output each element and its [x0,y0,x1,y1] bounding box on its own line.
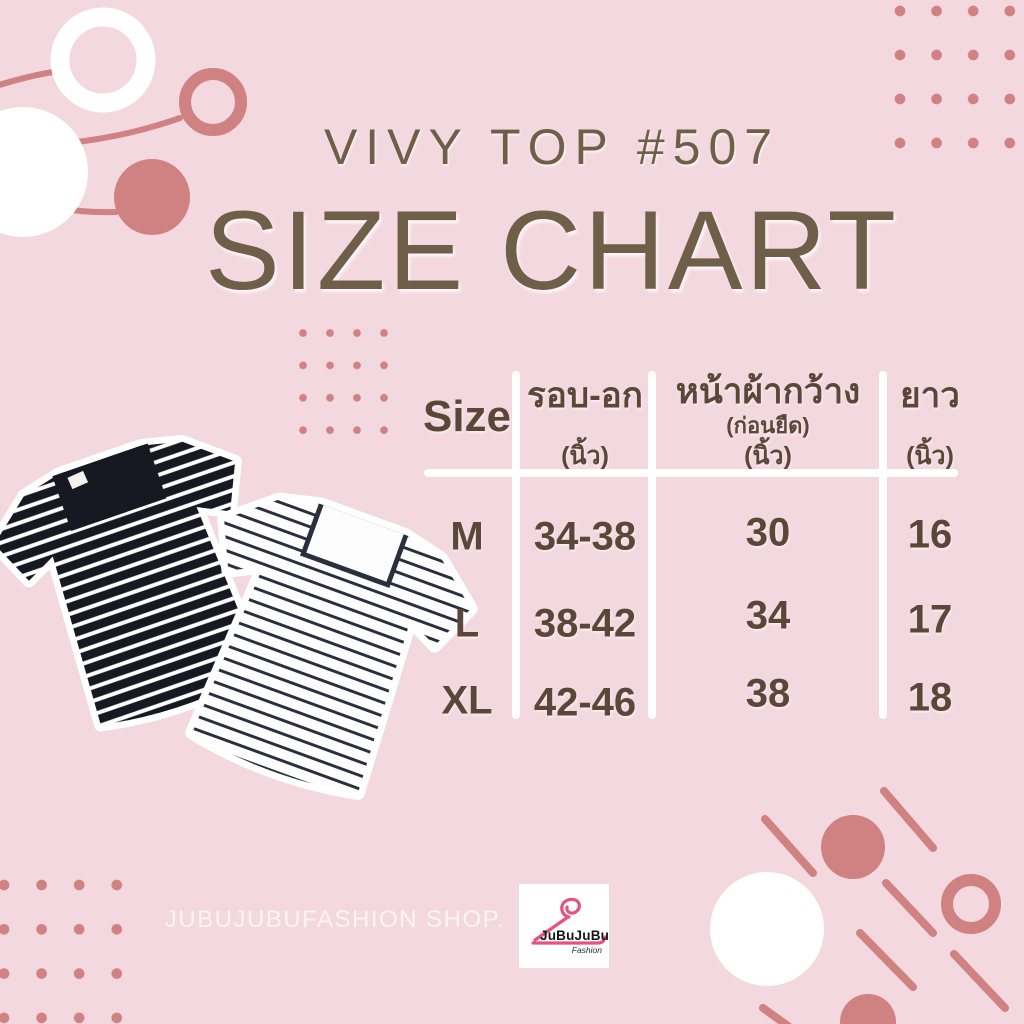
product-photo-shirts [0,418,487,816]
decor-ring-rose [179,68,247,136]
decor-ring-white [50,7,156,113]
row-size-label: XL [441,678,493,723]
column-header-length: ยาว [900,376,960,415]
column-unit-inches: (นิ้ว) [561,442,609,470]
decor-dots-grid-top-right [893,4,1024,158]
decor-circle-rose-filled [821,815,885,879]
decor-dots-grid-bottom-left [0,878,128,1024]
logo-brand-text: JuBuJuBu [540,928,610,943]
column-header-size: Size [422,392,512,441]
shop-name: JUBUJUBUFASHION SHOP. [164,906,506,933]
decor-dots-grid-middle [296,326,396,442]
table-vertical-divider [879,371,887,719]
column-header-fabric-width: หน้าผ้ากว้าง [675,372,861,411]
cell-chest: 34-38 [533,514,637,559]
column-subheader-before-stretch: (ก่อนยืด) [726,413,810,438]
cell-fabric-width: 30 [745,510,791,555]
cell-length: 16 [907,512,953,557]
hanger-icon [531,897,607,945]
shirt-neck-tag [67,470,89,490]
cell-length: 18 [907,675,953,720]
cell-fabric-width: 38 [745,671,791,716]
table-vertical-divider [648,371,656,719]
decor-circle-rose-filled [114,159,190,235]
column-header-chest: รอบ-อก [527,376,643,415]
cell-length: 17 [907,597,953,642]
cell-chest: 42-46 [533,680,637,725]
decor-circle-white-filled [710,872,824,986]
shirt-black-striped [0,418,305,746]
logo-sub-text: Fashion [571,945,602,955]
decor-circle-white-filled [0,107,88,237]
page-title: SIZE CHART [205,188,899,313]
column-unit-inches: (นิ้ว) [906,442,954,470]
decor-ring-rose [941,874,1001,934]
cell-chest: 38-42 [533,601,637,646]
brand-logo: JuBuJuBu Fashion [519,884,609,968]
decor-lines-bottom-right [759,787,1009,1024]
table-header-divider [424,469,958,477]
product-line-title: VIVY TOP #507 [323,119,781,175]
cell-fabric-width: 34 [745,593,791,638]
decor-circle-rose-filled [840,994,896,1024]
column-unit-inches: (นิ้ว) [744,442,792,470]
shirt-white-striped [149,475,487,816]
row-size-label: L [454,601,480,646]
table-vertical-divider [512,371,520,719]
row-size-label: M [450,514,484,559]
